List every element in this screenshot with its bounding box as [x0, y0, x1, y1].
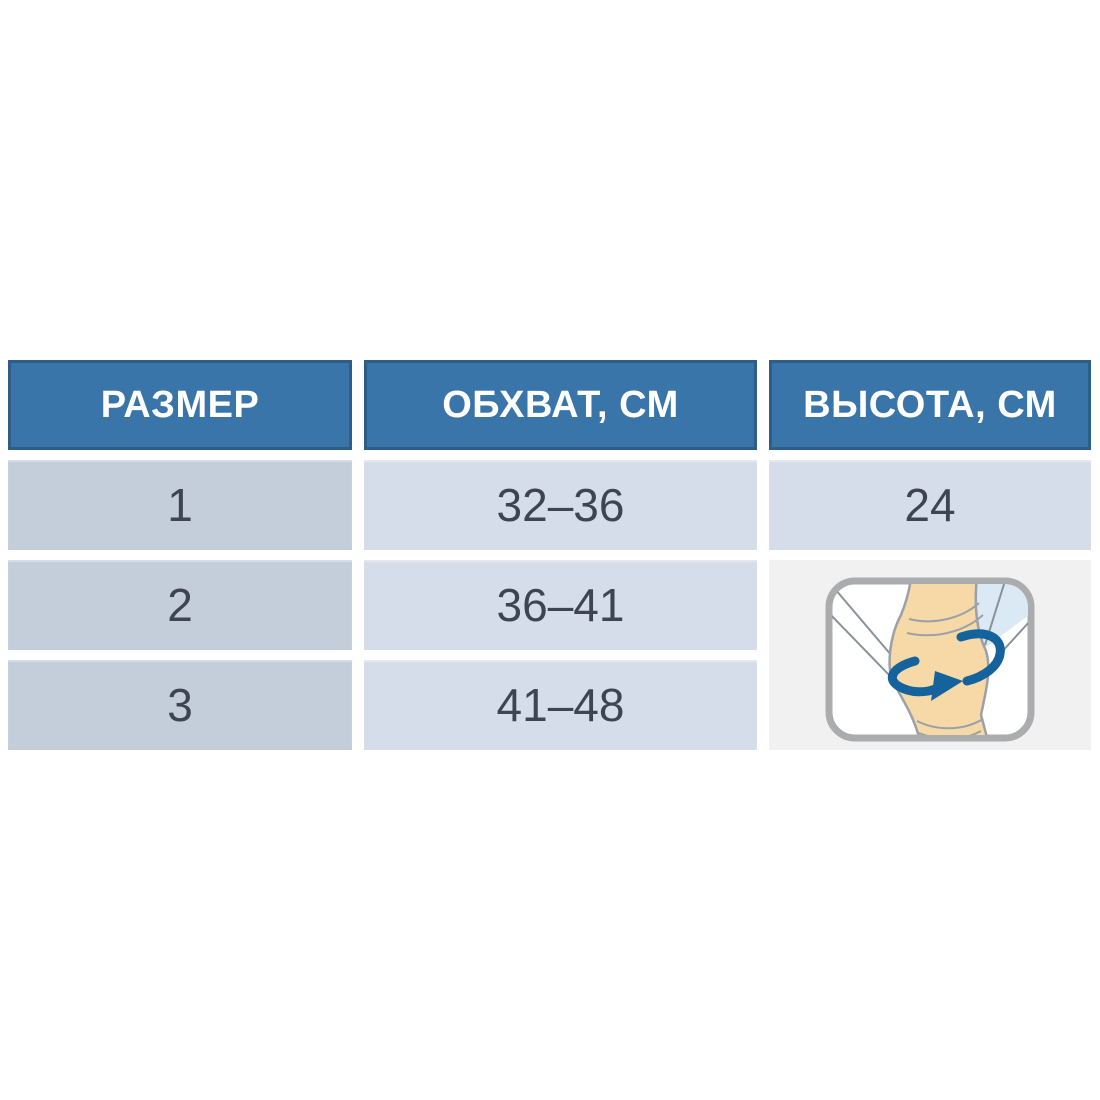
size-value-row3: 3 [8, 660, 352, 750]
size-value-row1: 1 [8, 460, 352, 550]
knee-measurement-icon [825, 577, 1034, 742]
girth-value-row1: 32–36 [364, 460, 757, 550]
knee-illustration-cell [769, 560, 1091, 750]
size-table: РАЗМЕР ОБХВАТ, СМ ВЫСОТА, СМ 1 32–36 24 … [8, 360, 1091, 750]
column-header-girth: ОБХВАТ, СМ [364, 360, 757, 450]
size-value-row2: 2 [8, 560, 352, 650]
column-header-height: ВЫСОТА, СМ [769, 360, 1091, 450]
girth-value-row3: 41–48 [364, 660, 757, 750]
column-header-size: РАЗМЕР [8, 360, 352, 450]
height-value-row1: 24 [769, 460, 1091, 550]
girth-value-row2: 36–41 [364, 560, 757, 650]
